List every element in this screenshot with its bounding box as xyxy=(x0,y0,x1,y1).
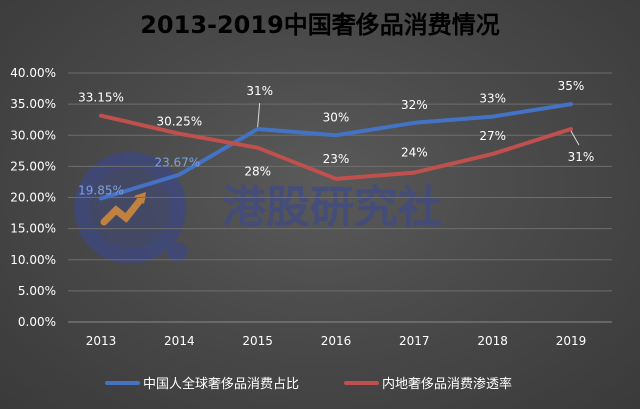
x-tick-label: 2018 xyxy=(477,334,508,348)
y-tick-label: 30.00% xyxy=(10,128,56,142)
label-leader-line xyxy=(570,130,580,146)
y-tick-label: 0.00% xyxy=(18,315,56,329)
y-axis: 0.00% 5.00% 10.00% 15.00% 20.00% 25.00% 30.00%… xyxy=(10,66,56,329)
y-tick-label: 20.00% xyxy=(10,191,56,205)
x-axis: 2013 2014 2015 2016 2017 2018 2019 xyxy=(86,334,587,348)
data-label: 30.25% xyxy=(156,115,202,129)
x-tick-label: 2013 xyxy=(86,334,117,348)
y-tick-label: 40.00% xyxy=(10,66,56,80)
data-label: 33.15% xyxy=(78,91,124,105)
label-leader-line xyxy=(257,102,261,128)
chart-data-labels: 19.85% 23.67% 31% 30% 32% 33% 35% 33.15% 30.25% 2… xyxy=(78,79,594,197)
data-label: 19.85% xyxy=(78,183,124,197)
series-line-1 xyxy=(99,102,573,201)
data-label: 31% xyxy=(246,84,273,98)
chart-series xyxy=(99,102,573,201)
x-tick-label: 2014 xyxy=(164,334,195,348)
y-tick-label: 15.00% xyxy=(10,222,56,236)
data-label: 33% xyxy=(479,92,506,106)
y-tick-label: 35.00% xyxy=(10,97,56,111)
data-label: 23.67% xyxy=(154,156,200,170)
data-label: 23% xyxy=(323,152,350,166)
x-tick-label: 2015 xyxy=(242,334,273,348)
data-label: 35% xyxy=(558,79,585,93)
data-label: 31% xyxy=(568,150,595,164)
data-label: 28% xyxy=(244,165,271,179)
legend-label-series-1: 中国人全球奢侈品消费占比 xyxy=(143,376,299,392)
x-tick-label: 2019 xyxy=(556,334,587,348)
y-tick-label: 25.00% xyxy=(10,159,56,173)
data-label: 27% xyxy=(479,129,506,143)
legend-label-series-2: 内地奢侈品消费渗透率 xyxy=(382,376,512,392)
data-label: 30% xyxy=(323,110,350,124)
data-label: 24% xyxy=(401,146,428,160)
data-label: 32% xyxy=(401,98,428,112)
legend: 中国人全球奢侈品消费占比 内地奢侈品消费渗透率 xyxy=(105,376,512,392)
chart-title: 2013-2019中国奢侈品消费情况 xyxy=(140,11,500,39)
x-tick-label: 2017 xyxy=(399,334,430,348)
y-tick-label: 10.00% xyxy=(10,253,56,267)
series-line-2 xyxy=(99,113,573,181)
watermark-text: 港股研究社 xyxy=(222,182,442,233)
x-tick-label: 2016 xyxy=(321,334,352,348)
y-tick-label: 5.00% xyxy=(18,284,56,298)
